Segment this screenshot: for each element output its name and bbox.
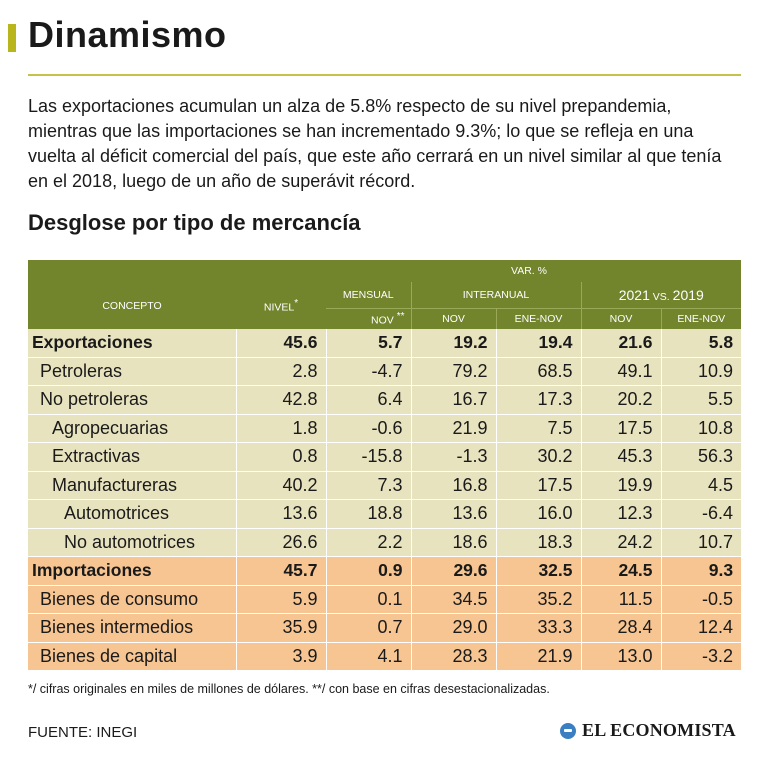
header-var-pct: VAR. % bbox=[511, 265, 547, 277]
table-row: Extractivas 0.8 -15.8 -1.3 30.2 45.3 56.… bbox=[28, 442, 742, 472]
header-nivel: NIVEL* bbox=[236, 282, 326, 329]
table-row: Manufactureras 40.2 7.3 16.8 17.5 19.9 4… bbox=[28, 471, 742, 500]
table-header: VAR. % CONCEPTO NIVEL* MENSUAL INTERANUA… bbox=[28, 260, 742, 329]
header-nov-mensual: NOV ** bbox=[326, 308, 411, 329]
brand-mark-icon bbox=[560, 722, 576, 739]
table-row: Bienes de consumo 5.9 0.1 34.5 35.2 11.5… bbox=[28, 585, 742, 614]
brand-logo: EL ECONOMISTA bbox=[560, 720, 736, 741]
table-row: No automotrices 26.6 2.2 18.6 18.3 24.2 … bbox=[28, 528, 742, 557]
header-ene-nov-interanual: ENE-NOV bbox=[495, 308, 581, 329]
source-credit: FUENTE: INEGI bbox=[28, 724, 138, 741]
table-body: Exportaciones 45.6 5.7 19.2 19.4 21.6 5.… bbox=[28, 329, 742, 671]
table-row: No petroleras 42.8 6.4 16.7 17.3 20.2 5.… bbox=[28, 385, 742, 415]
table-row: Agropecuarias 1.8 -0.6 21.9 7.5 17.5 10.… bbox=[28, 414, 742, 443]
table-row: Automotrices 13.6 18.8 13.6 16.0 12.3 -6… bbox=[28, 499, 742, 529]
title-divider bbox=[28, 74, 741, 76]
brand-name: EL ECONOMISTA bbox=[582, 720, 736, 740]
table-row: Importaciones 45.7 0.9 29.6 32.5 24.5 9.… bbox=[28, 556, 742, 586]
trade-table: VAR. % CONCEPTO NIVEL* MENSUAL INTERANUA… bbox=[28, 260, 742, 671]
table-row: Bienes intermedios 35.9 0.7 29.0 33.3 28… bbox=[28, 613, 742, 643]
header-ene-nov-2021: ENE-NOV bbox=[660, 308, 742, 329]
header-mensual: MENSUAL bbox=[326, 282, 411, 309]
table-row: Bienes de capital 3.9 4.1 28.3 21.9 13.0… bbox=[28, 642, 742, 671]
table-row: Petroleras 2.8 -4.7 79.2 68.5 49.1 10.9 bbox=[28, 357, 742, 386]
header-concepto: CONCEPTO bbox=[28, 282, 236, 329]
header-nov-interanual: NOV bbox=[410, 308, 496, 329]
header-interanual: INTERANUAL bbox=[410, 282, 581, 309]
table-subtitle: Desglose por tipo de mercancía bbox=[28, 210, 361, 235]
header-nov-2021: NOV bbox=[580, 308, 661, 329]
table-footnote: */ cifras originales en miles de millone… bbox=[28, 682, 550, 696]
page-title: Dinamismo bbox=[28, 14, 227, 55]
intro-paragraph: Las exportaciones acumulan un alza de 5.… bbox=[28, 96, 722, 191]
title-accent-bar bbox=[8, 24, 16, 52]
table-row: Exportaciones 45.6 5.7 19.2 19.4 21.6 5.… bbox=[28, 329, 742, 358]
header-2021-vs-2019: 2021 VS. 2019 bbox=[580, 282, 742, 309]
